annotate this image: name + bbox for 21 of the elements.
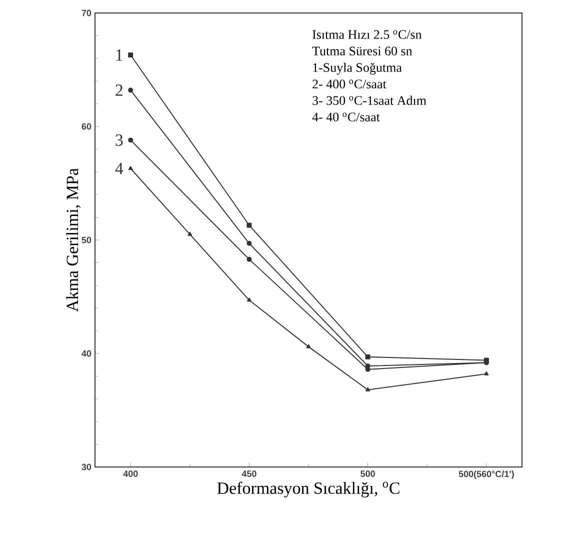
annotation: 2- 400 $^{o}$C/saat (312, 80, 386, 88)
y-tick-label: 50 (82, 236, 92, 244)
x-tick-label: 400 (123, 470, 138, 477)
x-tick-label: 500(560°C/1') (458, 470, 514, 479)
annotation: 1-Suyla Soğutma (313, 62, 402, 75)
series-label: 1 (116, 49, 122, 61)
annotation: 3- 350 $^{o}$C-1saat Adım (312, 96, 426, 105)
annotation: Isıtma Hızı 2.5 $^{o}$C/sn (312, 30, 422, 39)
y-tick-label: 30 (82, 464, 92, 470)
x-tick-label: 500 (360, 470, 375, 477)
annotation: Tutma Süresi 60 sn (312, 46, 412, 56)
x-axis-title: Deformasyon Sıcaklığı, $^{o}$C (217, 482, 400, 498)
y-tick-label: 40 (82, 350, 92, 357)
y-axis-title: Akma Gerilimi, MPa (66, 168, 81, 312)
series-label: 2 (116, 84, 122, 96)
y-tick-label: 60 (82, 123, 92, 130)
annotation: 4- 40 $^{o}$C/saat (312, 112, 380, 122)
series-label: 3 (116, 134, 123, 146)
y-tick-label: 70 (82, 10, 92, 16)
x-tick-label: 450 (242, 470, 256, 477)
series-label: 4 (115, 162, 124, 174)
